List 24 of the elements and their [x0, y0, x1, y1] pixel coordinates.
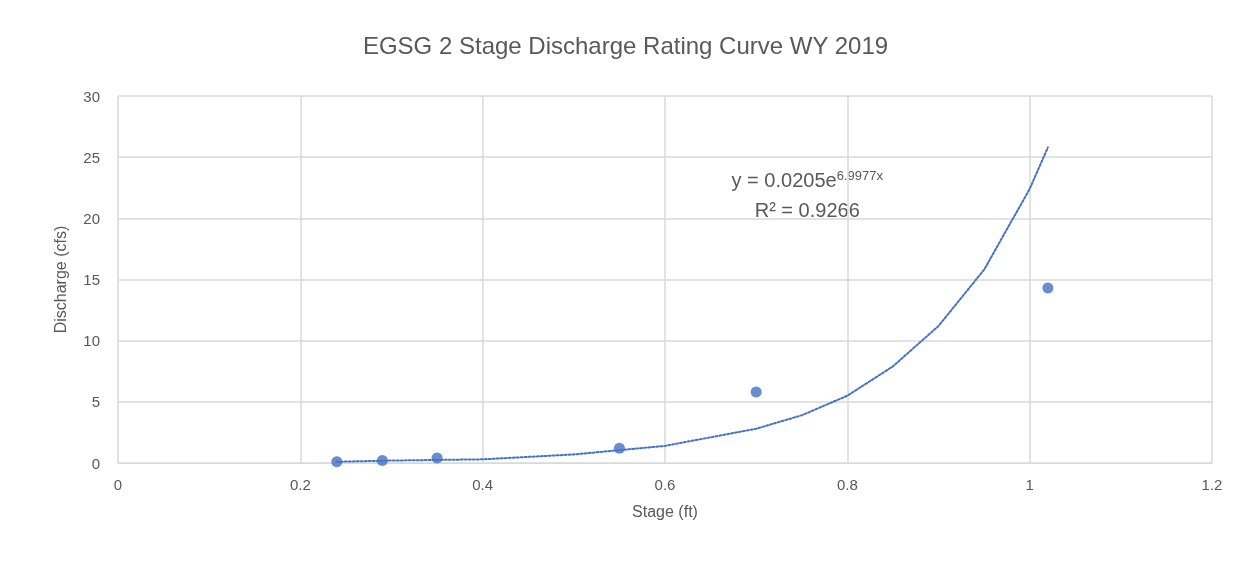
y-tick-label: 0 — [91, 454, 100, 472]
y-tick-label: 30 — [83, 87, 100, 105]
x-tick-label: 0.2 — [289, 476, 311, 493]
x-tick-label: 1.2 — [1201, 476, 1223, 493]
x-tick-label: 1 — [1025, 476, 1034, 493]
annotation: R² = 0.9266 — [754, 199, 860, 222]
x-axis-title: Stage (ft) — [632, 502, 698, 520]
y-tick-label: 25 — [83, 148, 100, 166]
point — [376, 455, 388, 467]
point — [613, 442, 625, 454]
y-tick-label: 20 — [83, 209, 100, 227]
point — [431, 452, 443, 464]
point — [1042, 282, 1054, 294]
x-tick-label: 0 — [113, 476, 123, 493]
y-axis-title: Discharge (cfs) — [51, 225, 69, 334]
x-tick-label: 0.4 — [472, 476, 494, 493]
x-tick-label: 0.6 — [654, 476, 676, 493]
point — [750, 386, 762, 398]
y-tick-label: 5 — [91, 393, 100, 411]
y-tick-label: 10 — [83, 332, 100, 350]
chart-title: EGSG 2 Stage Discharge Rating Curve WY 2019 — [362, 31, 889, 59]
point — [331, 456, 343, 468]
x-tick-label: 0.8 — [836, 476, 858, 493]
y-tick-label: 15 — [83, 271, 100, 288]
